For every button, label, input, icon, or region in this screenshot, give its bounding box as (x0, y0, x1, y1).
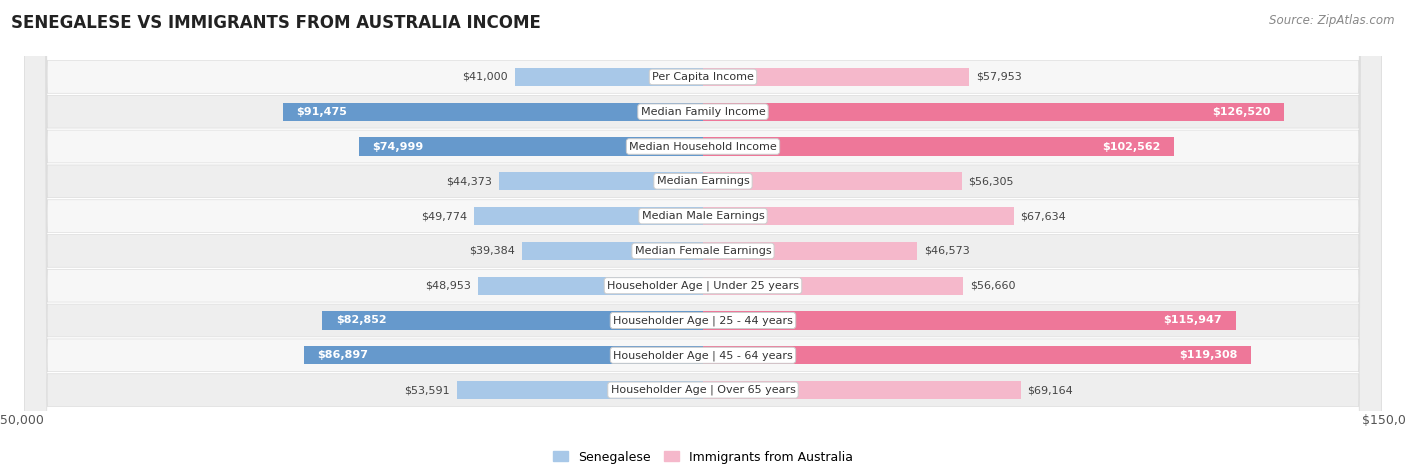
Text: Source: ZipAtlas.com: Source: ZipAtlas.com (1270, 14, 1395, 27)
Text: Householder Age | Under 25 years: Householder Age | Under 25 years (607, 281, 799, 291)
Bar (515, 68, 703, 86)
Bar (703, 103, 1284, 121)
Text: SENEGALESE VS IMMIGRANTS FROM AUSTRALIA INCOME: SENEGALESE VS IMMIGRANTS FROM AUSTRALIA … (11, 14, 541, 32)
FancyBboxPatch shape (24, 0, 1382, 467)
FancyBboxPatch shape (24, 0, 1382, 467)
Text: $44,373: $44,373 (447, 177, 492, 186)
FancyBboxPatch shape (24, 0, 1382, 467)
Bar (703, 137, 1174, 156)
Text: $57,953: $57,953 (976, 72, 1022, 82)
Bar (283, 103, 703, 121)
Text: Householder Age | Over 65 years: Householder Age | Over 65 years (610, 385, 796, 396)
Bar (478, 276, 703, 295)
Text: $126,520: $126,520 (1212, 107, 1270, 117)
Text: $74,999: $74,999 (373, 142, 423, 151)
Bar (703, 311, 1236, 330)
Bar (703, 346, 1251, 364)
Bar (474, 207, 703, 225)
Text: $67,634: $67,634 (1021, 211, 1066, 221)
Text: Median Household Income: Median Household Income (628, 142, 778, 151)
FancyBboxPatch shape (24, 0, 1382, 467)
Bar (703, 172, 962, 191)
Bar (703, 68, 969, 86)
Text: $56,660: $56,660 (970, 281, 1015, 290)
Text: $39,384: $39,384 (470, 246, 515, 256)
FancyBboxPatch shape (24, 0, 1382, 467)
FancyBboxPatch shape (24, 0, 1382, 467)
Bar (703, 207, 1014, 225)
Text: $82,852: $82,852 (336, 316, 387, 325)
Text: Median Family Income: Median Family Income (641, 107, 765, 117)
Text: $49,774: $49,774 (422, 211, 468, 221)
Text: $86,897: $86,897 (318, 350, 368, 360)
Bar (522, 242, 703, 260)
FancyBboxPatch shape (24, 0, 1382, 467)
Text: $56,305: $56,305 (969, 177, 1014, 186)
Text: Median Female Earnings: Median Female Earnings (634, 246, 772, 256)
Bar (457, 381, 703, 399)
Text: $46,573: $46,573 (924, 246, 970, 256)
Text: $91,475: $91,475 (297, 107, 347, 117)
Text: Median Male Earnings: Median Male Earnings (641, 211, 765, 221)
Text: $41,000: $41,000 (463, 72, 508, 82)
FancyBboxPatch shape (24, 0, 1382, 467)
Legend: Senegalese, Immigrants from Australia: Senegalese, Immigrants from Australia (548, 446, 858, 467)
Bar (359, 137, 703, 156)
Bar (499, 172, 703, 191)
Text: $69,164: $69,164 (1028, 385, 1073, 395)
FancyBboxPatch shape (24, 0, 1382, 467)
FancyBboxPatch shape (24, 0, 1382, 467)
Text: $48,953: $48,953 (426, 281, 471, 290)
Text: Householder Age | 45 - 64 years: Householder Age | 45 - 64 years (613, 350, 793, 361)
Bar (703, 276, 963, 295)
Bar (304, 346, 703, 364)
Bar (703, 242, 917, 260)
Text: $119,308: $119,308 (1178, 350, 1237, 360)
Text: $53,591: $53,591 (405, 385, 450, 395)
Bar (322, 311, 703, 330)
Text: Per Capita Income: Per Capita Income (652, 72, 754, 82)
Text: Householder Age | 25 - 44 years: Householder Age | 25 - 44 years (613, 315, 793, 326)
Text: $115,947: $115,947 (1163, 316, 1222, 325)
Text: $102,562: $102,562 (1102, 142, 1160, 151)
Text: Median Earnings: Median Earnings (657, 177, 749, 186)
Bar (703, 381, 1021, 399)
